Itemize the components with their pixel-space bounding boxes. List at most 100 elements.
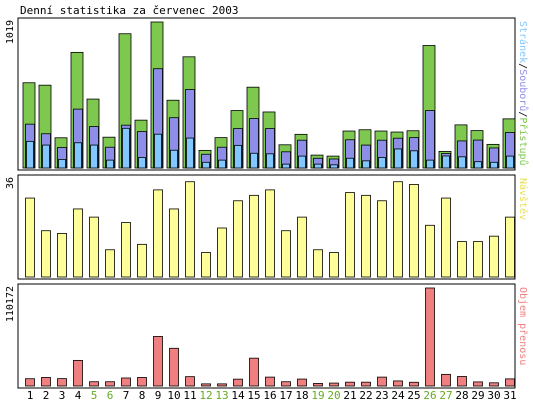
day-tick-21: 21 [343, 389, 356, 402]
bar-visits-day-5 [89, 216, 99, 278]
bar-kbytes-day-14 [233, 378, 243, 387]
bar-pages-day-20 [330, 164, 338, 169]
panel-frame-kbytes [17, 283, 516, 389]
bar-pages-day-6 [106, 159, 114, 169]
day-tick-27: 27 [439, 389, 452, 402]
panel-traffic: 1019 Stránek/Souborů/Přístupů [5, 17, 529, 171]
day-tick-22: 22 [359, 389, 372, 402]
bar-kbytes-day-1 [25, 378, 35, 387]
bar-visits-day-25 [409, 184, 419, 278]
bar-visits-day-4 [73, 208, 83, 278]
bar-kbytes-day-7 [121, 377, 131, 387]
bar-pages-day-5 [90, 144, 98, 169]
side-label-part: / [517, 63, 528, 69]
bar-kbytes-day-2 [41, 377, 51, 387]
day-tick-2: 2 [43, 389, 50, 402]
day-tick-7: 7 [123, 389, 130, 402]
side-label-part: Souborů [517, 69, 529, 111]
bar-pages-day-15 [250, 152, 258, 169]
bar-visits-day-31 [505, 216, 515, 278]
day-tick-28: 28 [455, 389, 468, 402]
bar-pages-day-14 [234, 144, 242, 169]
bar-visits-day-28 [457, 241, 467, 278]
bar-kbytes-day-29 [473, 381, 483, 387]
bar-visits-day-29 [473, 241, 483, 278]
day-tick-12: 12 [199, 389, 212, 402]
day-tick-5: 5 [91, 389, 98, 402]
bar-kbytes-day-23 [377, 376, 387, 387]
bar-visits-day-16 [265, 189, 275, 278]
bar-kbytes-day-17 [281, 381, 291, 387]
bar-visits-day-20 [329, 252, 339, 278]
side-label-visits: Návštěv [517, 178, 529, 220]
bar-pages-day-13 [218, 159, 226, 169]
bar-visits-day-18 [297, 216, 307, 278]
bar-pages-day-12 [202, 161, 210, 169]
day-tick-16: 16 [263, 389, 276, 402]
bar-visits-day-19 [313, 249, 323, 278]
bar-pages-day-22 [362, 160, 370, 169]
bar-kbytes-day-24 [393, 380, 403, 387]
day-tick-17: 17 [279, 389, 292, 402]
bar-pages-day-24 [394, 148, 402, 169]
bar-visits-day-8 [137, 243, 147, 278]
panel-kbytes: 110172 Objem přenosu [5, 283, 529, 389]
bar-visits-day-6 [105, 249, 115, 278]
bar-pages-day-26 [426, 159, 434, 169]
ymax-label-traffic: 1019 [5, 20, 16, 44]
day-tick-31: 31 [503, 389, 516, 402]
bar-visits-day-7 [121, 222, 131, 278]
bar-kbytes-day-18 [297, 378, 307, 387]
bar-kbytes-day-27 [441, 373, 451, 387]
day-tick-1: 1 [27, 389, 34, 402]
bar-visits-day-30 [489, 235, 499, 278]
bar-kbytes-day-15 [249, 357, 259, 387]
bar-kbytes-day-26 [425, 287, 435, 387]
bar-visits-day-27 [441, 197, 451, 278]
ymax-label-visits: 36 [5, 177, 16, 189]
day-axis: 1 2 3 4 5 6 7 8 9 10 11 12 13 14 15 16 17 18 19 20 21 22 23 24 2… [27, 389, 517, 402]
bar-kbytes-day-6 [105, 381, 115, 387]
side-label-part: Stránek [517, 21, 529, 63]
bar-kbytes-day-16 [265, 376, 275, 387]
bar-pages-day-10 [170, 149, 178, 169]
bar-visits-day-9 [153, 189, 163, 278]
day-tick-10: 10 [167, 389, 180, 402]
bar-visits-day-2 [41, 230, 51, 278]
bar-pages-day-30 [490, 161, 498, 169]
day-tick-13: 13 [215, 389, 228, 402]
bar-kbytes-day-21 [345, 381, 355, 387]
bar-kbytes-day-4 [73, 359, 83, 387]
bar-pages-day-19 [314, 163, 322, 169]
bar-pages-day-28 [458, 156, 466, 169]
bar-visits-day-26 [425, 224, 435, 278]
side-label-part: Přístupů [517, 117, 529, 165]
bar-kbytes-day-28 [457, 376, 467, 387]
bar-visits-day-13 [217, 227, 227, 278]
day-tick-15: 15 [247, 389, 260, 402]
bar-visits-day-17 [281, 230, 291, 278]
bar-visits-day-21 [345, 192, 355, 278]
bar-visits-day-14 [233, 200, 243, 278]
bar-pages-day-9 [154, 133, 162, 169]
bar-visits-day-22 [361, 194, 371, 278]
chart-title: Denní statistika za červenec 2003 [20, 4, 239, 17]
day-tick-20: 20 [327, 389, 340, 402]
bar-kbytes-day-20 [329, 382, 339, 387]
bar-kbytes-day-10 [169, 347, 179, 387]
day-tick-11: 11 [183, 389, 196, 402]
bar-visits-day-1 [25, 197, 35, 278]
day-tick-26: 26 [423, 389, 436, 402]
bar-pages-day-29 [474, 161, 482, 169]
bar-visits-day-24 [393, 181, 403, 278]
bar-pages-day-1 [26, 140, 34, 169]
bar-pages-day-16 [266, 153, 274, 169]
day-tick-19: 19 [311, 389, 324, 402]
bar-pages-day-21 [346, 157, 354, 169]
bar-pages-day-27 [442, 155, 450, 169]
bar-pages-day-8 [138, 157, 146, 169]
bar-visits-day-3 [57, 233, 67, 278]
bar-kbytes-day-11 [185, 376, 195, 387]
day-tick-25: 25 [407, 389, 420, 402]
